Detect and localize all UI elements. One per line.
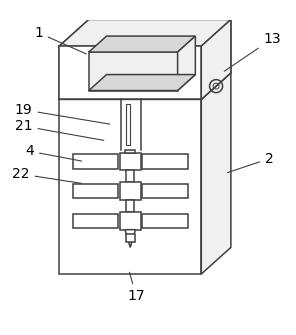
Bar (126, 171, 134, 182)
Polygon shape (178, 36, 195, 90)
Polygon shape (201, 19, 231, 99)
Bar (73, 154, 118, 169)
Bar (59, 46, 201, 99)
Bar (120, 212, 141, 230)
Bar (125, 150, 135, 153)
Polygon shape (59, 19, 231, 46)
Bar (73, 184, 118, 198)
Text: 4: 4 (25, 144, 82, 161)
Bar (126, 234, 135, 242)
Bar (89, 52, 178, 90)
Text: 17: 17 (127, 272, 145, 303)
Polygon shape (125, 230, 135, 248)
Text: 22: 22 (12, 167, 82, 183)
Polygon shape (201, 19, 231, 99)
Polygon shape (89, 36, 195, 52)
Bar (126, 104, 130, 145)
Bar (142, 184, 188, 198)
Polygon shape (178, 36, 195, 90)
Polygon shape (59, 73, 231, 99)
Bar (142, 154, 188, 169)
Text: 13: 13 (224, 32, 281, 71)
Text: 1: 1 (34, 26, 86, 54)
Text: 19: 19 (15, 103, 110, 124)
Bar (59, 99, 201, 274)
Text: 2: 2 (228, 152, 274, 173)
Bar (142, 214, 188, 228)
Bar (73, 214, 118, 228)
Polygon shape (89, 75, 195, 90)
Bar (126, 200, 134, 212)
Bar (120, 153, 141, 171)
Polygon shape (89, 36, 107, 90)
Polygon shape (89, 75, 195, 90)
Bar (89, 52, 178, 90)
Polygon shape (59, 19, 231, 46)
Text: 21: 21 (15, 119, 104, 140)
Bar (120, 182, 141, 200)
Polygon shape (201, 73, 231, 274)
Polygon shape (89, 36, 195, 52)
Bar (59, 46, 201, 99)
